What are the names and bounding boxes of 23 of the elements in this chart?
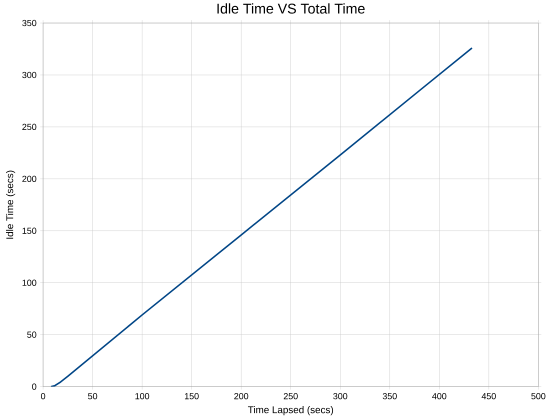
x-axis-title: Time Lapsed (secs) [248, 406, 334, 415]
y-axis-title: Idle Time (secs) [6, 170, 16, 238]
x-tick-label: 350 [382, 392, 397, 400]
x-tick-label: 500 [531, 392, 546, 400]
x-tick-label: 50 [88, 392, 98, 400]
x-tick-label: 400 [432, 392, 446, 400]
y-tick-label: 50 [27, 331, 36, 338]
y-tick-label: 150 [22, 227, 36, 234]
x-tick-label: 100 [135, 392, 150, 400]
line-series [50, 46, 473, 386]
x-tick-label: 250 [284, 392, 298, 400]
y-tick-label: 100 [22, 279, 36, 286]
x-tick-label: 450 [482, 392, 496, 400]
y-tick-label: 250 [22, 124, 36, 130]
x-tick-label: 300 [333, 392, 348, 400]
x-tick-label: 150 [184, 392, 199, 400]
x-tick-label: 200 [234, 392, 248, 400]
chart-title: Idle Time VS Total Time [217, 3, 365, 14]
y-tick-label: 200 [22, 175, 36, 182]
x-tick-label: 0 [40, 392, 46, 400]
y-tick-label: 300 [22, 72, 36, 78]
y-tick-label: 350 [22, 20, 36, 26]
y-tick-label: 0 [32, 383, 36, 390]
